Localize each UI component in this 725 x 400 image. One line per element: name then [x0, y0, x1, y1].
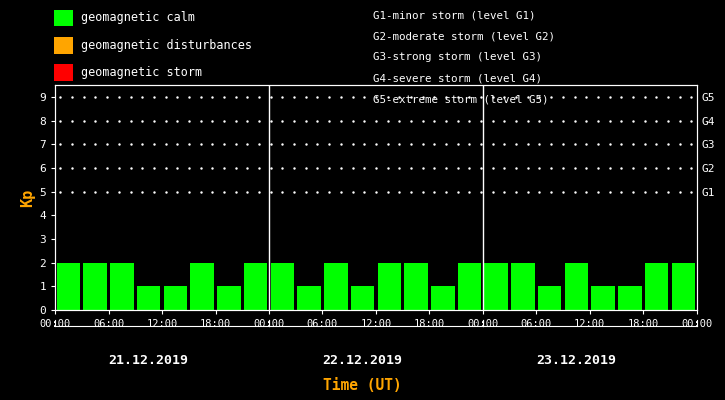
Bar [405, 263, 428, 310]
Text: 21.12.2019: 21.12.2019 [109, 354, 188, 366]
Bar [191, 263, 214, 310]
Bar [217, 286, 241, 310]
Bar [351, 286, 374, 310]
Bar [511, 263, 535, 310]
Bar [378, 263, 401, 310]
Text: geomagnetic disturbances: geomagnetic disturbances [81, 39, 252, 52]
Text: geomagnetic calm: geomagnetic calm [81, 12, 195, 24]
Text: G4-severe storm (level G4): G4-severe storm (level G4) [373, 74, 542, 84]
Bar [244, 263, 268, 310]
Bar [592, 286, 615, 310]
Bar [457, 263, 481, 310]
Bar [137, 286, 160, 310]
Bar [324, 263, 347, 310]
Bar [565, 263, 588, 310]
Bar [110, 263, 133, 310]
Bar [671, 263, 695, 310]
Y-axis label: Kp: Kp [20, 188, 35, 207]
Bar [484, 263, 508, 310]
Text: Time (UT): Time (UT) [323, 378, 402, 394]
Bar [538, 286, 561, 310]
Text: 23.12.2019: 23.12.2019 [536, 354, 616, 366]
Text: G2-moderate storm (level G2): G2-moderate storm (level G2) [373, 31, 555, 41]
Bar [270, 263, 294, 310]
Bar [164, 286, 187, 310]
Bar [57, 263, 80, 310]
Bar [645, 263, 668, 310]
Bar [618, 286, 642, 310]
Bar [431, 286, 455, 310]
Text: G5-extreme storm (level G5): G5-extreme storm (level G5) [373, 95, 549, 105]
Bar [83, 263, 107, 310]
Bar [297, 286, 321, 310]
Text: 22.12.2019: 22.12.2019 [323, 354, 402, 366]
Text: G3-strong storm (level G3): G3-strong storm (level G3) [373, 52, 542, 62]
Text: geomagnetic storm: geomagnetic storm [81, 66, 202, 79]
Text: G1-minor storm (level G1): G1-minor storm (level G1) [373, 10, 536, 20]
